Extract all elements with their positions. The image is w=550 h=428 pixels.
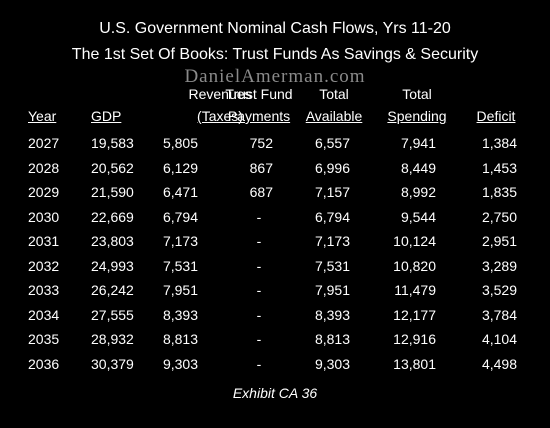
table-cell-year: 2032 xyxy=(28,257,60,274)
table-cell-revenues: 7,173 xyxy=(162,233,198,249)
table-cell-trust_fund: - xyxy=(256,355,262,372)
table-cell-gdp: 22,669 xyxy=(91,208,134,225)
table-cell-gdp: 21,590 xyxy=(91,184,134,200)
table-cell-revenues: 7,531 xyxy=(162,257,198,274)
table-cell-deficit: 3,529 xyxy=(481,282,517,298)
table-cell-total_available: 8,813 xyxy=(314,331,350,347)
column-header-label-revenues: (Taxes) xyxy=(197,108,243,124)
table-cell-trust_fund: - xyxy=(256,306,262,323)
table-cell-trust_fund: 687 xyxy=(249,184,273,200)
column-header-label-year: Year xyxy=(28,108,57,124)
table-cell-revenues: 6,129 xyxy=(162,159,198,176)
column-header-label-trust_fund: Payments xyxy=(227,108,291,124)
table-cell-total_spending: 13,801 xyxy=(393,355,436,372)
watermark: DanielAmerman.com xyxy=(184,66,366,87)
table-cell-total_spending: 8,992 xyxy=(400,184,436,200)
table-cell-revenues: 7,951 xyxy=(162,282,198,298)
table-cell-year: 2036 xyxy=(28,355,60,372)
table-cell-total_spending: 9,544 xyxy=(400,208,436,225)
table-cell-year: 2035 xyxy=(28,331,60,347)
column-header-label-deficit: Deficit xyxy=(476,108,516,124)
table-cell-total_available: 6,794 xyxy=(314,208,350,225)
table-cell-gdp: 20,562 xyxy=(91,159,134,176)
table-cell-gdp: 24,993 xyxy=(91,257,134,274)
table-cell-trust_fund: - xyxy=(256,233,262,249)
table-cell-gdp: 27,555 xyxy=(91,306,134,323)
table-cell-revenues: 8,393 xyxy=(162,306,198,323)
table-cell-deficit: 2,750 xyxy=(481,208,517,225)
table-cell-revenues: 6,471 xyxy=(162,184,198,200)
table-cell-total_spending: 12,177 xyxy=(393,306,436,323)
column-header-top-total_spending: Total xyxy=(402,86,432,102)
table-cell-year: 2029 xyxy=(28,184,60,200)
column-header-top-trust_fund: Trust Fund xyxy=(225,86,293,102)
table-cell-total_spending: 11,479 xyxy=(394,282,436,298)
table-cell-revenues: 8,813 xyxy=(162,331,198,347)
table-cell-deficit: 3,784 xyxy=(481,306,517,323)
table-cell-total_available: 6,996 xyxy=(314,159,350,176)
title-line-1: U.S. Government Nominal Cash Flows, Yrs … xyxy=(99,20,451,37)
table-cell-total_available: 7,531 xyxy=(314,257,350,274)
title-line-2: The 1st Set Of Books: Trust Funds As Sav… xyxy=(71,46,479,63)
table-cell-total_spending: 12,916 xyxy=(393,331,436,347)
table-cell-year: 2031 xyxy=(28,233,60,249)
table-cell-revenues: 5,805 xyxy=(162,135,198,151)
table-cell-year: 2033 xyxy=(28,282,60,298)
table-cell-total_spending: 7,941 xyxy=(400,135,436,151)
table-cell-gdp: 28,932 xyxy=(91,331,134,347)
table-cell-gdp: 19,583 xyxy=(91,135,134,151)
column-header-label-total_spending: Spending xyxy=(387,108,447,124)
table-cell-trust_fund: 752 xyxy=(249,135,273,151)
table-cell-gdp: 30,379 xyxy=(91,355,134,372)
table-cell-total_spending: 10,820 xyxy=(393,257,436,274)
table-cell-gdp: 23,803 xyxy=(91,233,134,249)
exhibit-label: Exhibit CA 36 xyxy=(232,385,318,401)
table-cell-trust_fund: - xyxy=(256,282,262,298)
table-cell-trust_fund: - xyxy=(256,331,262,347)
table-cell-trust_fund: - xyxy=(256,208,262,225)
table-cell-total_available: 6,557 xyxy=(314,135,350,151)
table-cell-deficit: 1,384 xyxy=(481,135,517,151)
table-cell-year: 2034 xyxy=(28,306,60,323)
table-cell-year: 2030 xyxy=(28,208,60,225)
table-cell-total_available: 7,951 xyxy=(314,282,350,298)
table-cell-trust_fund: - xyxy=(256,257,262,274)
table-cell-revenues: 9,303 xyxy=(162,355,198,372)
table-cell-deficit: 4,104 xyxy=(481,331,517,347)
table-cell-total_available: 7,173 xyxy=(314,233,350,249)
table-cell-deficit: 2,951 xyxy=(481,233,517,249)
table-cell-total_spending: 8,449 xyxy=(400,159,436,176)
column-header-label-gdp: GDP xyxy=(91,108,122,124)
table-cell-total_spending: 10,124 xyxy=(393,233,436,249)
column-header-top-total_available: Total xyxy=(319,86,349,102)
table-cell-deficit: 4,498 xyxy=(481,355,517,372)
table-cell-year: 2027 xyxy=(28,135,60,151)
table-cell-total_available: 7,157 xyxy=(314,184,350,200)
column-header-top-revenues: Revenues xyxy=(188,86,252,102)
table-cell-deficit: 1,453 xyxy=(481,159,517,176)
column-header-label-total_available: Available xyxy=(305,108,363,124)
table-cell-year: 2028 xyxy=(28,159,60,176)
table-cell-gdp: 26,242 xyxy=(91,282,134,298)
table-cell-deficit: 3,289 xyxy=(481,257,517,274)
table-cell-trust_fund: 867 xyxy=(249,159,273,176)
table-cell-total_available: 8,393 xyxy=(314,306,350,323)
table-cell-deficit: 1,835 xyxy=(481,184,517,200)
table-cell-total_available: 9,303 xyxy=(314,355,350,372)
table-cell-revenues: 6,794 xyxy=(162,208,198,225)
